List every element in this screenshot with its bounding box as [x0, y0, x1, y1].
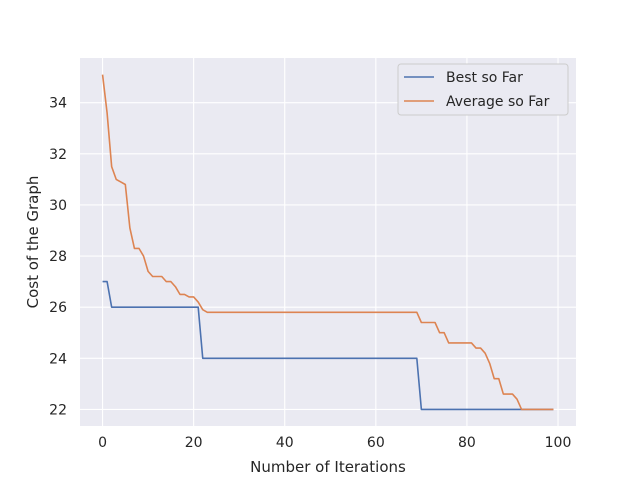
- series-lines: [101, 74, 554, 411]
- y-tick-label: 26: [49, 300, 67, 316]
- x-axis-label: Number of Iterations: [250, 458, 406, 476]
- x-tick-label: 100: [545, 435, 572, 451]
- x-tick-labels: 0 20 40 60 80 100: [98, 435, 571, 451]
- plot-background: [80, 58, 576, 426]
- x-tick-label: 80: [458, 435, 476, 451]
- x-tick-label: 60: [367, 435, 385, 451]
- y-tick-label: 30: [49, 198, 67, 214]
- x-tick-label: 0: [98, 435, 107, 451]
- y-axis-label: Cost of the Graph: [24, 176, 42, 309]
- series-line-average-so-far: [101, 74, 554, 411]
- x-tick-label: 40: [276, 435, 294, 451]
- y-tick-label: 28: [49, 249, 67, 265]
- series-line-best-so-far: [102, 280, 554, 411]
- legend: Best so Far Average so Far: [397, 63, 569, 116]
- y-tick-label: 22: [49, 402, 67, 418]
- legend-label-best: Best so Far: [446, 70, 523, 86]
- x-tick-label: 20: [185, 435, 203, 451]
- legend-label-average: Average so Far: [446, 94, 550, 110]
- legend-box: [397, 63, 569, 116]
- y-tick-label: 24: [49, 351, 67, 367]
- y-tick-label: 32: [49, 147, 67, 163]
- y-tick-label: 34: [49, 96, 67, 112]
- y-tick-labels: 22 24 26 28 30 32 34: [49, 96, 67, 419]
